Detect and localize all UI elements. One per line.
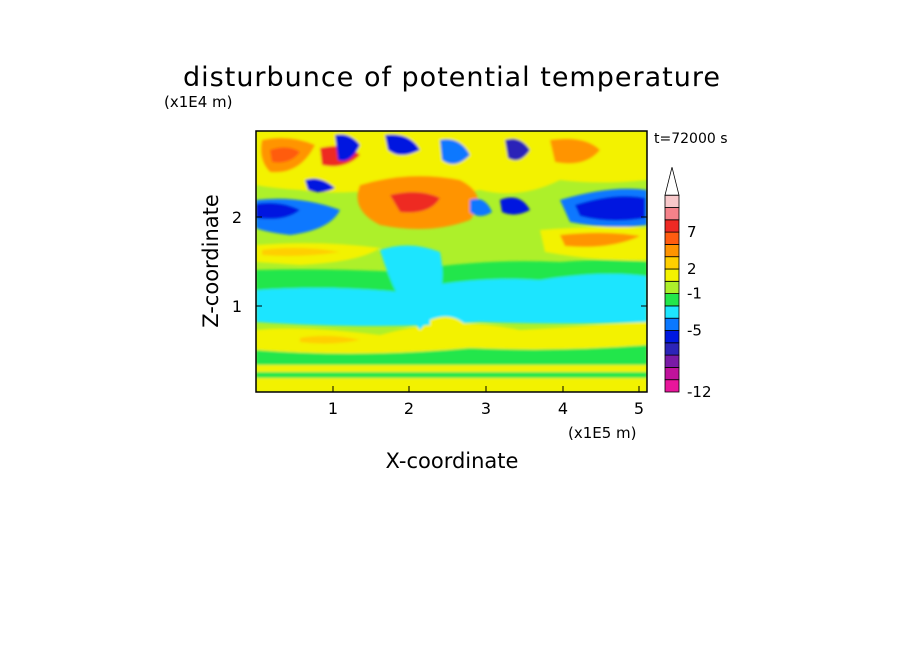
band-top-blue-3 [440, 139, 470, 164]
x-tick-label: 2 [404, 399, 414, 418]
colorbar-segment [664, 231, 680, 245]
band-cyan-mid [256, 273, 647, 326]
colorbar-segment [664, 305, 680, 319]
chart-title: disturbunce of potential temperature [183, 62, 721, 93]
band-mid-blue-1 [305, 178, 335, 193]
x-tick-label: 3 [481, 399, 491, 418]
x-tick-label: 1 [328, 399, 338, 418]
band-bottom-green [256, 372, 647, 378]
band-mid-blue-2 [500, 197, 530, 215]
colorbar-tick-label: 7 [687, 223, 697, 241]
colorbar: 7 2 -1 -5 -12 [664, 167, 712, 401]
colorbar-segment [664, 243, 680, 258]
x-tick-label: 5 [634, 399, 644, 418]
contour-bands [256, 131, 647, 392]
colorbar-segment [664, 194, 680, 208]
time-label: t=72000 s [654, 131, 728, 147]
band-top-blue-4 [505, 138, 530, 161]
colorbar-segment [664, 219, 680, 233]
band-orange-mid [262, 247, 340, 256]
band-green-mid [256, 260, 647, 292]
band-left-blue [256, 202, 300, 219]
band-low-orange [300, 335, 360, 344]
colorbar-segment [664, 354, 680, 368]
band-top-blue-2 [385, 134, 420, 155]
y-tick-label: 1 [232, 297, 242, 316]
band-mid-blue-3 [470, 198, 492, 216]
plot-frame [255, 130, 648, 393]
colorbar-extend-arrow [664, 167, 680, 196]
colorbar-segment [664, 379, 680, 393]
x-axis-label: X-coordinate [386, 449, 519, 473]
band-top-orange-right [550, 138, 600, 164]
colorbar-segment [664, 268, 680, 282]
band-plume-cyan [380, 245, 443, 330]
colorbar-segment [664, 366, 680, 381]
colorbar-segment [664, 342, 680, 356]
colorbar-tick-label: -12 [687, 383, 712, 401]
y-axis: 1 2 Z-coordinate [199, 194, 647, 328]
colorbar-tick-label: 2 [687, 260, 697, 278]
colorbar-segment [664, 293, 680, 307]
colorbar-segment [664, 330, 680, 344]
x-unit-label: (x1E5 m) [568, 424, 637, 442]
colorbar-segment [664, 256, 680, 270]
band-mid-red [390, 192, 440, 213]
band-plume-yellow [430, 316, 470, 348]
y-axis-label: Z-coordinate [199, 194, 223, 328]
x-tick-label: 4 [558, 399, 568, 418]
band-top-red-left [270, 147, 300, 163]
x-axis: 1 2 3 4 5 (x1E5 m) X-coordinate [328, 386, 644, 473]
band-top-blue-1 [335, 134, 360, 161]
colorbar-segment [664, 207, 680, 221]
colorbar-segment [664, 280, 680, 294]
band-bottom-yellow [256, 365, 647, 392]
y-unit-label: (x1E4 m) [164, 93, 233, 111]
y-tick-label: 2 [232, 208, 242, 227]
colorbar-tick-label: -5 [687, 322, 702, 340]
contour-field [256, 131, 647, 392]
colorbar-tick-label: -1 [687, 285, 702, 303]
band-right-blue-inner [575, 196, 645, 221]
band-right-orange [560, 232, 640, 247]
colorbar-segment [664, 317, 680, 331]
